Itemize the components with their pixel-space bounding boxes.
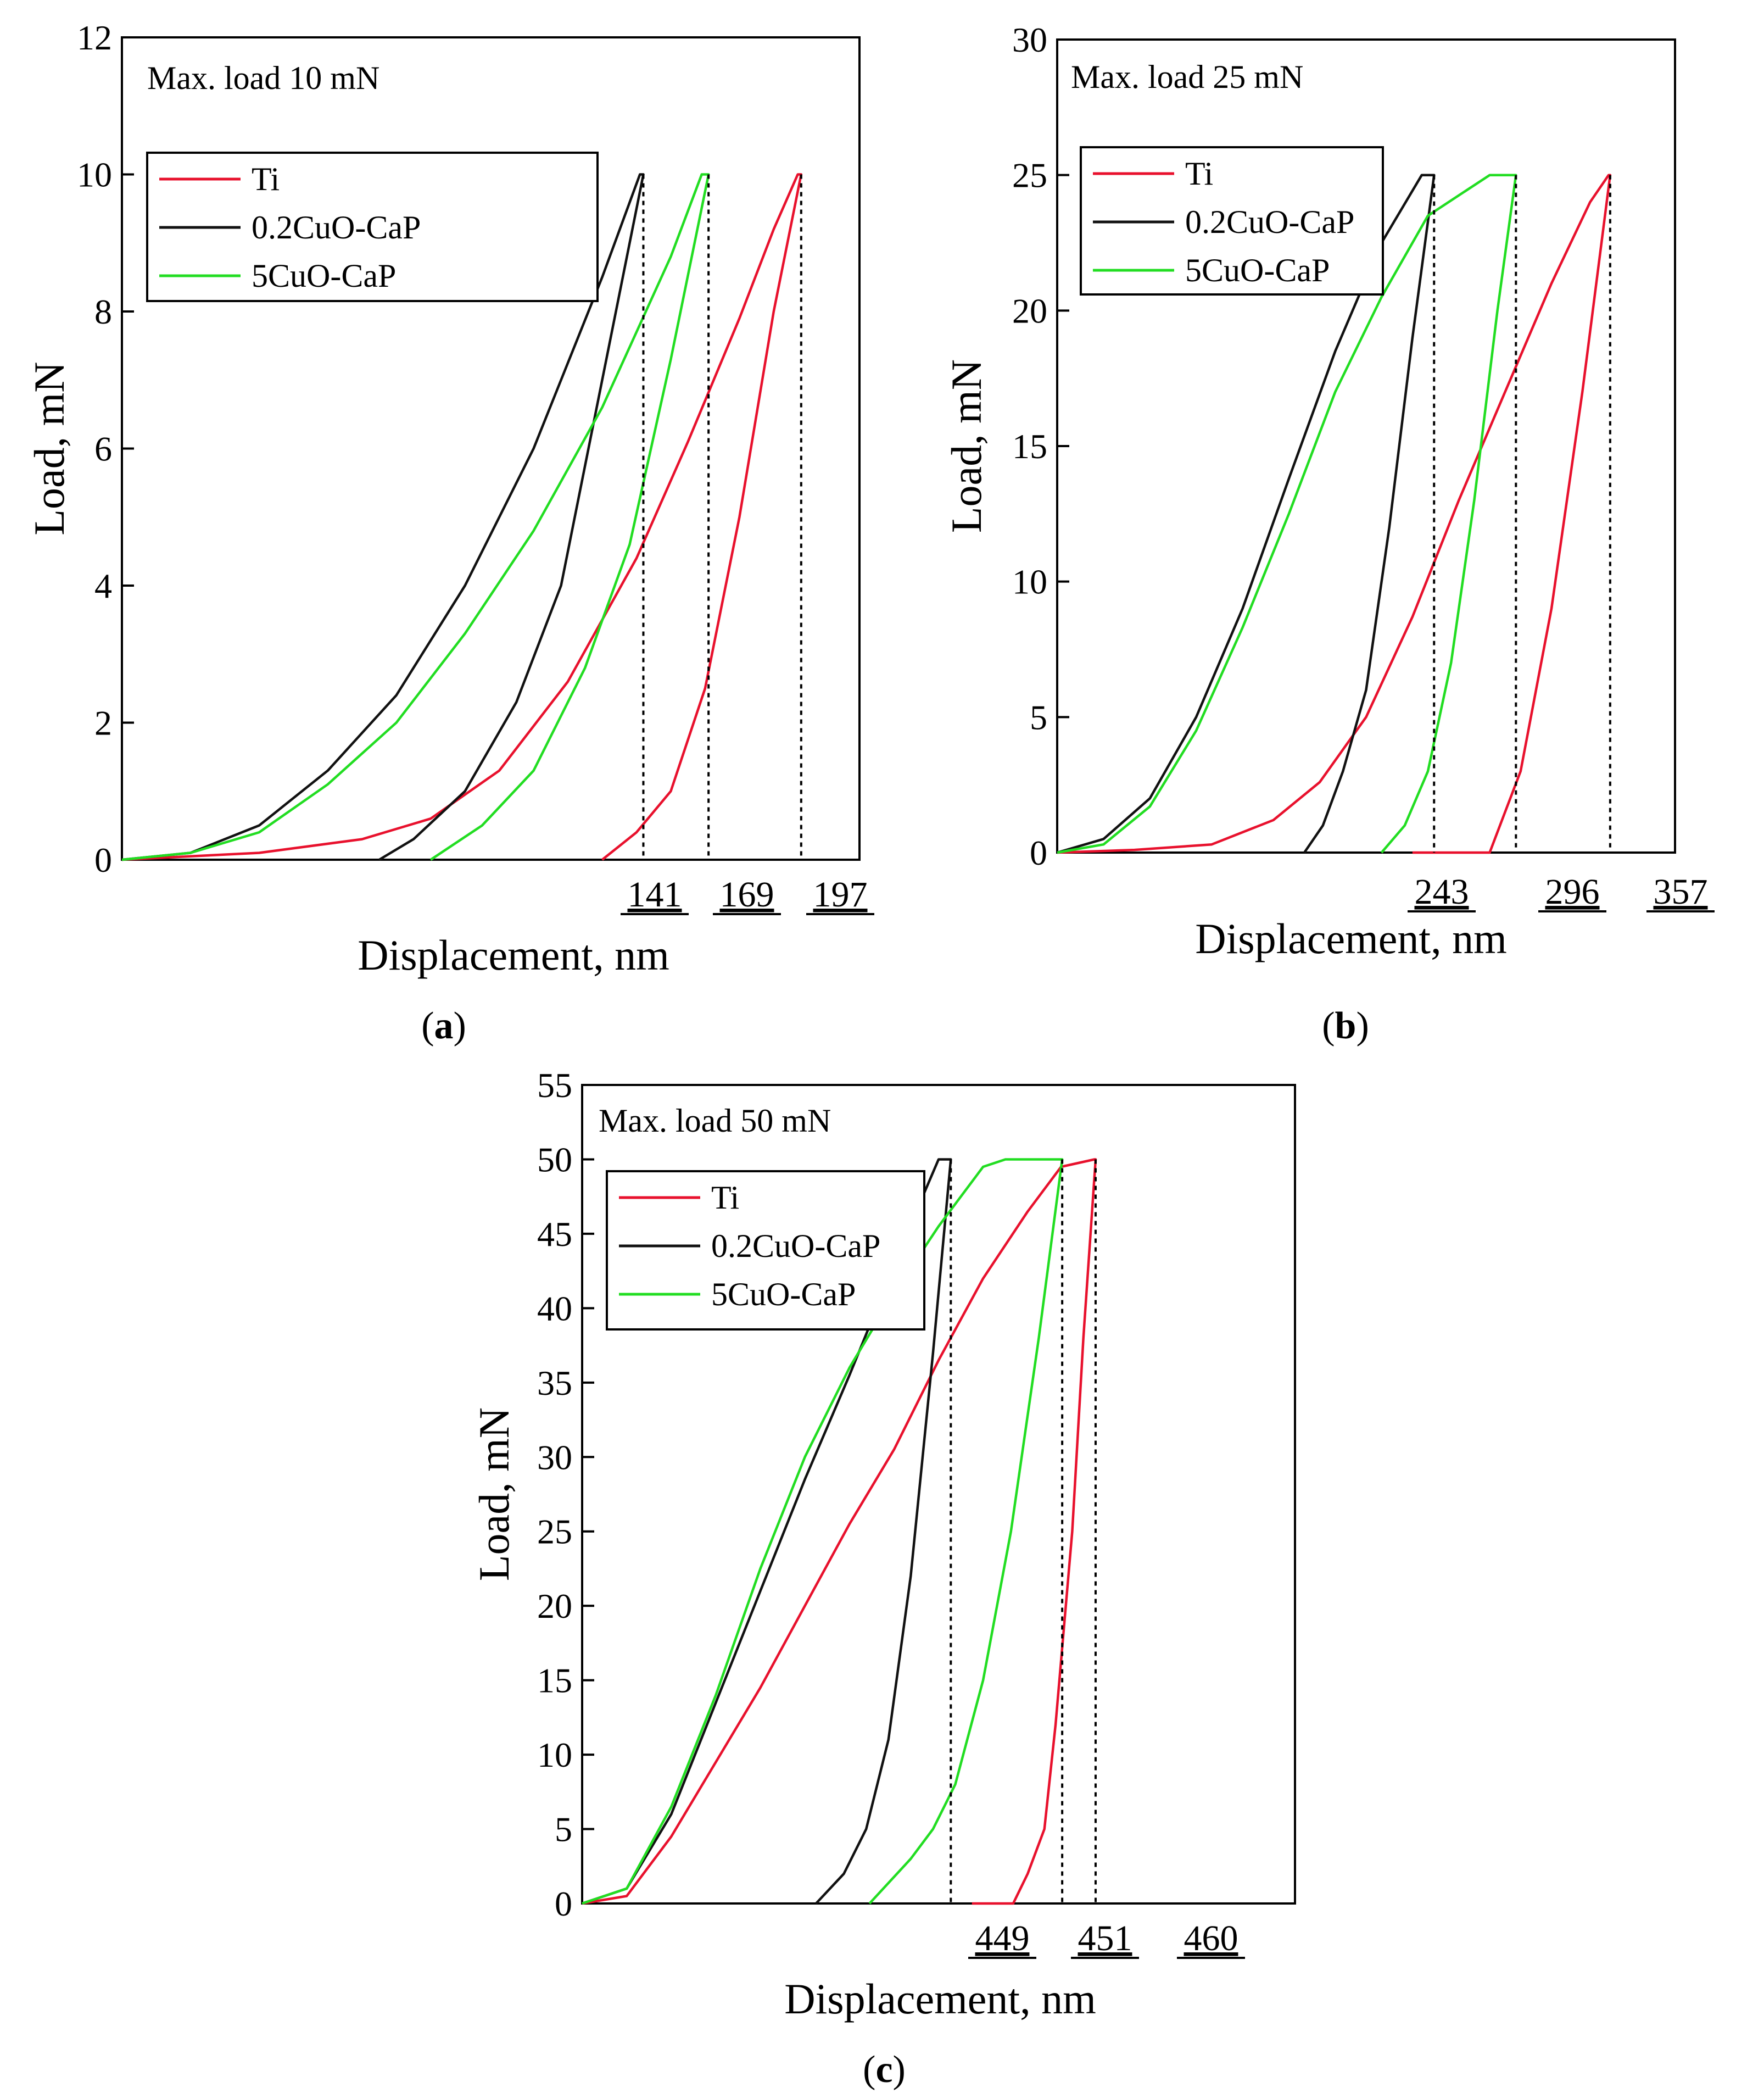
max-load-annotation: Max. load 10 mN (147, 60, 379, 96)
y-axis-label: Load, mN (470, 1407, 518, 1581)
plot-frame (581, 1084, 1296, 1905)
legend-entry: Ti (252, 161, 280, 197)
y-tick-label: 15 (537, 1661, 572, 1700)
y-axis-label: Load, mN (25, 361, 73, 535)
series-curve-0-2cuo-cap (582, 1158, 952, 1905)
legend-entry: 0.2CuO-CaP (711, 1228, 880, 1264)
y-tick-label: 8 (94, 292, 112, 331)
depth-label: 460 (1184, 1918, 1238, 1958)
y-tick-label: 20 (537, 1587, 572, 1626)
y-tick-label: 50 (537, 1140, 572, 1179)
legend-entry: 5CuO-CaP (252, 258, 396, 294)
series-curve-0-2cuo-cap (121, 173, 645, 861)
y-tick-label: 45 (537, 1215, 572, 1254)
series-curve-ti (121, 173, 803, 861)
legend-entry: Ti (1185, 155, 1213, 192)
depth-label: 296 (1545, 872, 1600, 912)
series-curve-5cuo-cap (121, 173, 710, 861)
y-tick-label: 10 (77, 155, 112, 194)
y-tick-label: 20 (1012, 291, 1047, 330)
y-tick-label: 25 (1012, 156, 1047, 195)
panel-a-chart: 0 2 4 6 8 10 12 Displacement, nm Load, mN Max. lo… (25, 18, 874, 979)
depth-label: 243 (1415, 872, 1469, 912)
legend-entry: 5CuO-CaP (711, 1276, 856, 1312)
depth-label: 169 (720, 875, 774, 915)
max-load-annotation: Max. load 50 mN (599, 1103, 831, 1139)
y-tick-label: 0 (1030, 833, 1047, 872)
series-curve-0-2cuo-cap (1057, 174, 1436, 854)
legend-entry: 0.2CuO-CaP (252, 209, 421, 246)
y-tick-label: 25 (537, 1512, 572, 1551)
y-tick-label: 30 (1012, 20, 1047, 59)
series-curve-ti (1057, 174, 1612, 854)
panel-b-chart: 0 5 10 15 20 25 30 Displacement, nm Load, mN Max.… (942, 20, 1715, 962)
depth-label: 449 (975, 1918, 1030, 1958)
series-curve-ti (582, 1158, 1097, 1905)
x-axis-label: Displacement, nm (358, 931, 669, 979)
x-axis-label: Displacement, nm (784, 1975, 1096, 2023)
legend-entry: 5CuO-CaP (1185, 252, 1330, 288)
series-curve-5cuo-cap (582, 1158, 1064, 1905)
y-tick-label: 5 (1030, 698, 1047, 737)
y-tick-label: 10 (537, 1735, 572, 1774)
panel-label-c: (c) (863, 2049, 906, 2091)
y-axis-label: Load, mN (942, 359, 990, 533)
depth-label: 451 (1078, 1918, 1132, 1958)
y-tick-label: 35 (537, 1363, 572, 1402)
y-tick-label: 6 (94, 430, 112, 469)
y-tick-label: 4 (94, 566, 112, 605)
depth-label: 141 (628, 875, 682, 915)
y-tick-label: 40 (537, 1289, 572, 1328)
panel-label-b: (b) (1322, 1005, 1369, 1047)
depth-label: 357 (1654, 872, 1708, 912)
y-tick-label: 12 (77, 18, 112, 57)
y-tick-label: 0 (94, 840, 112, 879)
series-curve-5cuo-cap (1057, 174, 1517, 854)
legend-entry: 0.2CuO-CaP (1185, 204, 1354, 240)
depth-label: 197 (813, 875, 868, 915)
y-tick-label: 5 (555, 1810, 572, 1849)
max-load-annotation: Max. load 25 mN (1071, 59, 1303, 95)
y-tick-label: 55 (537, 1066, 572, 1105)
y-tick-label: 30 (537, 1438, 572, 1477)
panel-label-a: (a) (421, 1005, 466, 1047)
y-tick-label: 10 (1012, 563, 1047, 602)
y-tick-label: 0 (555, 1884, 572, 1923)
y-tick-label: 2 (94, 704, 112, 743)
panel-c-chart: 0 5 10 15 20 25 30 35 40 45 50 55 Displacement, nm Lo… (470, 1066, 1296, 2023)
x-axis-label: Displacement, nm (1195, 915, 1507, 962)
y-tick-label: 15 (1012, 427, 1047, 466)
legend-entry: Ti (711, 1179, 739, 1216)
